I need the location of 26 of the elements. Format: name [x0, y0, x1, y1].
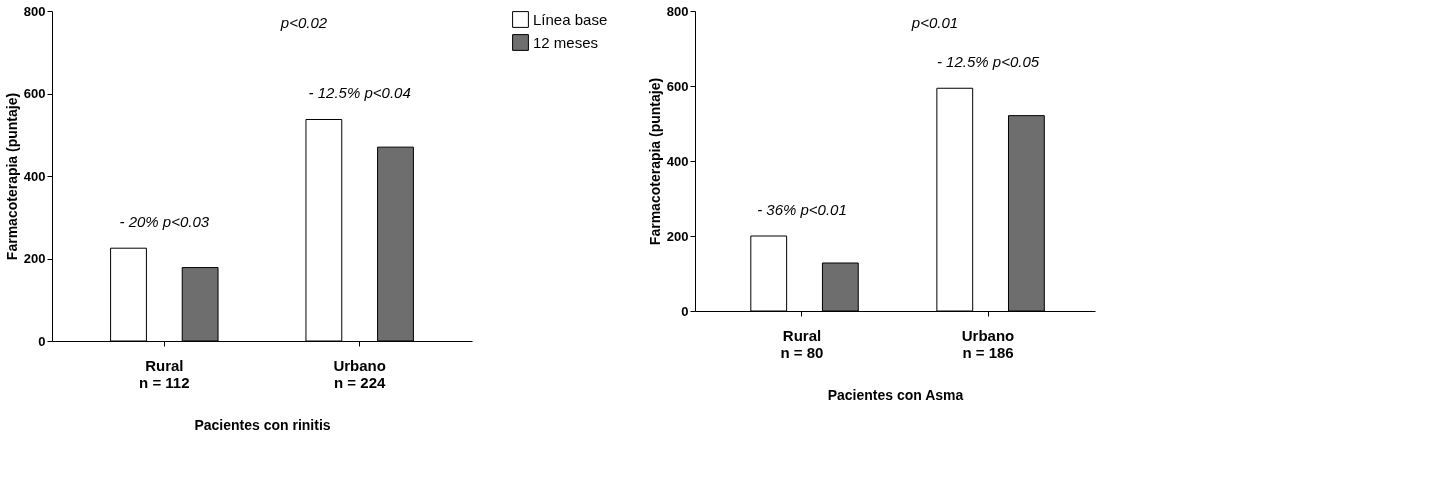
legend-label: Línea base — [533, 10, 608, 28]
y-tick-label: 800 — [23, 3, 46, 19]
x-tick-label: Rural n = 112 — [139, 356, 190, 391]
annotation: - 36% p<0.01 — [757, 201, 847, 218]
x-tick-label: Urbano n = 186 — [961, 326, 1015, 361]
annotation: p<0.02 — [279, 14, 328, 31]
y-tick-label: 200 — [666, 228, 689, 244]
x-tick-label: Urbano n = 224 — [333, 356, 386, 391]
y-tick-label: 400 — [666, 153, 689, 169]
y-tick-label: 800 — [666, 3, 689, 19]
y-axis-title: Farmacoterapia (puntaje) — [3, 92, 20, 261]
y-tick-label: 400 — [23, 168, 46, 184]
annotation: - 12.5% p<0.05 — [936, 53, 1040, 71]
legend-label: 12 meses — [533, 33, 599, 51]
y-tick-label: 600 — [666, 78, 689, 94]
x-axis-title: Pacientes con Asma — [827, 386, 964, 403]
y-tick-label: 0 — [681, 303, 689, 319]
y-tick-label: 0 — [38, 333, 46, 349]
x-axis-title: Pacientes con rinitis — [194, 416, 331, 433]
y-axis-title: Farmacoterapia (puntaje) — [646, 77, 663, 246]
y-tick-label: 600 — [23, 86, 46, 101]
annotation: - 12.5% p<0.04 — [308, 84, 411, 102]
y-tick-label: 200 — [23, 251, 46, 266]
x-tick-label: Rural n = 80 — [780, 326, 824, 361]
annotation: p<0.01 — [910, 14, 959, 31]
annotation: - 20% p<0.03 — [119, 213, 210, 231]
